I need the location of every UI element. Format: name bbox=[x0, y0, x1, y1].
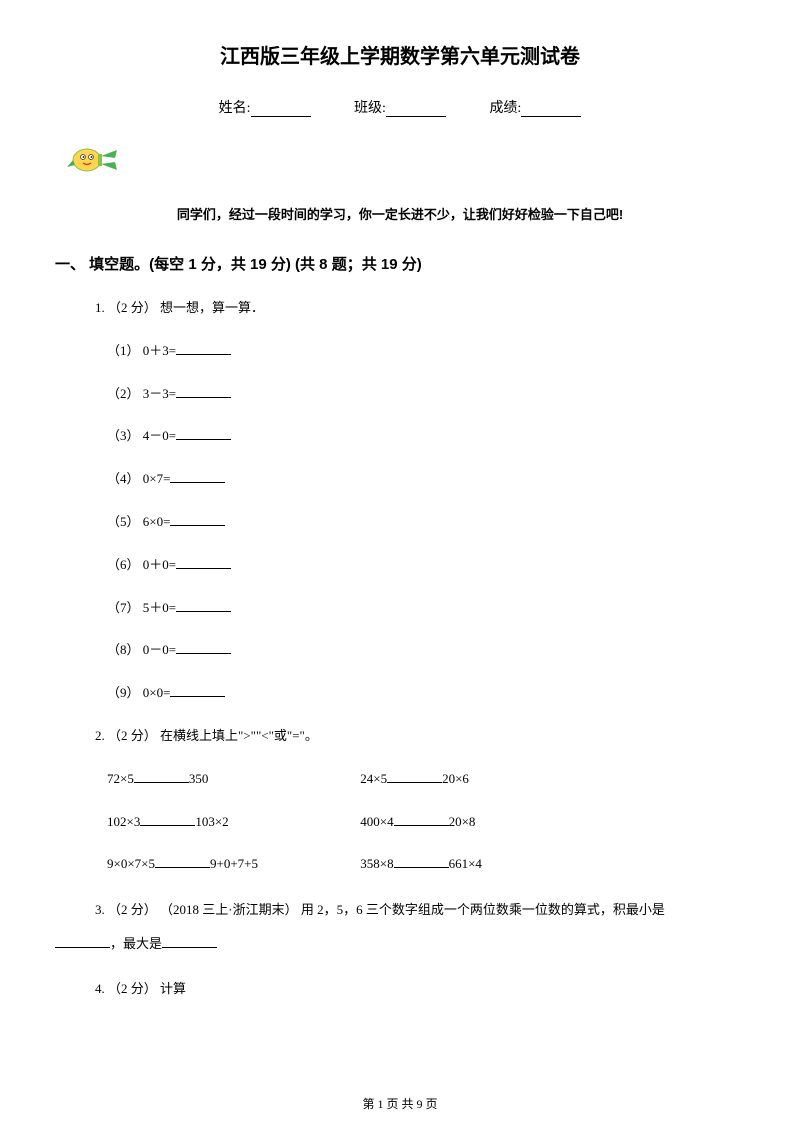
student-info-line: 姓名: 班级: 成绩: bbox=[55, 97, 745, 117]
q2-row1: 72×5350 24×520×6 bbox=[107, 769, 745, 790]
question-4: 4. （2 分） 计算 bbox=[95, 979, 745, 1000]
class-field: 班级: bbox=[354, 97, 446, 117]
answer-blank[interactable] bbox=[176, 342, 231, 355]
answer-blank[interactable] bbox=[394, 813, 449, 826]
name-label: 姓名: bbox=[219, 101, 251, 116]
q2-row2: 102×3103×2 400×420×8 bbox=[107, 812, 745, 833]
answer-blank[interactable] bbox=[387, 770, 442, 783]
class-label: 班级: bbox=[354, 101, 386, 116]
answer-blank[interactable] bbox=[170, 684, 225, 697]
q1-sub1: （1） 0＋3= bbox=[107, 341, 745, 362]
answer-blank[interactable] bbox=[140, 813, 195, 826]
name-field: 姓名: bbox=[219, 97, 311, 117]
q1-sub7: （7） 5＋0= bbox=[107, 598, 745, 619]
exam-title: 江西版三年级上学期数学第六单元测试卷 bbox=[55, 40, 745, 69]
q1-sub6: （6） 0＋0= bbox=[107, 555, 745, 576]
q1-sub2: （2） 3－3= bbox=[107, 384, 745, 405]
name-blank[interactable] bbox=[251, 103, 311, 117]
score-blank[interactable] bbox=[521, 103, 581, 117]
answer-blank[interactable] bbox=[176, 556, 231, 569]
answer-blank[interactable] bbox=[170, 513, 225, 526]
score-label: 成绩: bbox=[489, 101, 521, 116]
answer-blank[interactable] bbox=[170, 470, 225, 483]
question-3: 3. （2 分） （2018 三上·浙江期末） 用 2，5，6 三个数字组成一个… bbox=[95, 897, 745, 923]
answer-blank[interactable] bbox=[394, 855, 449, 868]
answer-blank[interactable] bbox=[134, 770, 189, 783]
q2-row3: 9×0×7×59+0+7+5 358×8661×4 bbox=[107, 854, 745, 875]
q1-sub5: （5） 6×0= bbox=[107, 512, 745, 533]
answer-blank[interactable] bbox=[176, 427, 231, 440]
q1-sub4: （4） 0×7= bbox=[107, 469, 745, 490]
answer-blank[interactable] bbox=[55, 935, 110, 948]
q1-sub3: （3） 4－0= bbox=[107, 426, 745, 447]
question-1-prompt: 1. （2 分） 想一想，算一算． bbox=[95, 298, 745, 319]
answer-blank[interactable] bbox=[162, 935, 217, 948]
score-field: 成绩: bbox=[489, 97, 581, 117]
page-footer: 第 1 页 共 9 页 bbox=[0, 1095, 800, 1112]
question-3-continuation: ，最大是 bbox=[55, 931, 745, 957]
class-blank[interactable] bbox=[386, 103, 446, 117]
answer-blank[interactable] bbox=[176, 641, 231, 654]
answer-blank[interactable] bbox=[176, 599, 231, 612]
encouragement-text: 同学们，经过一段时间的学习，你一定长进不少，让我们好好检验一下自己吧! bbox=[55, 204, 745, 223]
pencil-mascot-icon bbox=[65, 135, 745, 189]
q1-sub8: （8） 0－0= bbox=[107, 640, 745, 661]
q1-sub9: （9） 0×0= bbox=[107, 683, 745, 704]
section-one-header: 一、 填空题。(每空 1 分，共 19 分) (共 8 题；共 19 分) bbox=[55, 253, 745, 274]
answer-blank[interactable] bbox=[155, 855, 210, 868]
question-2-prompt: 2. （2 分） 在横线上填上">""<"或"="。 bbox=[95, 726, 745, 747]
answer-blank[interactable] bbox=[176, 385, 231, 398]
